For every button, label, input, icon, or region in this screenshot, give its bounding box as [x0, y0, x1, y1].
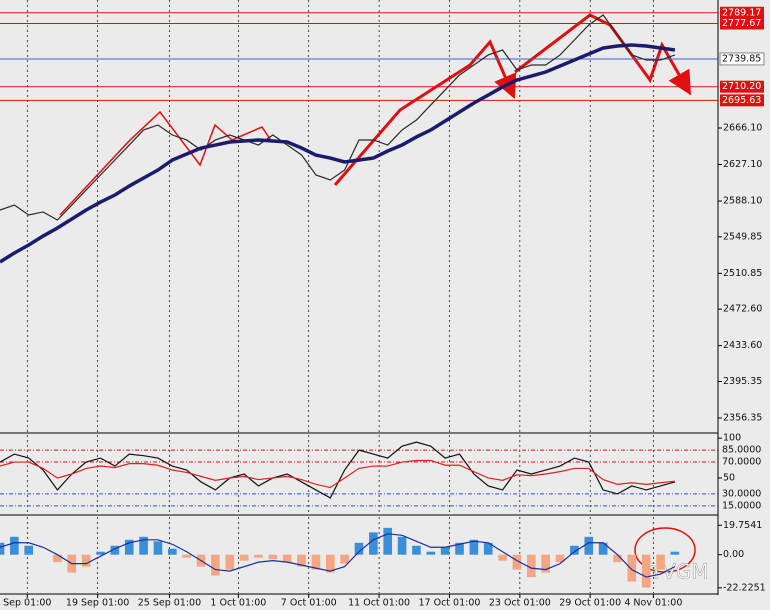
histogram-bar: [10, 536, 19, 555]
y-tick-label: 2433.60: [723, 340, 762, 351]
histogram-bar: [555, 554, 565, 563]
level-label: 15.0000: [722, 500, 761, 511]
level-label: 70.0000: [722, 457, 761, 468]
y-tick-label: 2356.35: [723, 413, 762, 424]
annotation-arrow: [333, 39, 517, 186]
histogram-bar: [455, 542, 464, 555]
histogram-bar: [81, 554, 91, 567]
y-tick-label: 2627.10: [723, 159, 762, 170]
histogram-bar: [311, 554, 321, 570]
x-tick-label: 29 Oct 01:00: [559, 598, 621, 609]
histogram-bar: [282, 554, 292, 563]
y-tick-label: 2395.35: [723, 376, 762, 387]
histogram-bar: [641, 554, 651, 588]
histogram-bar: [369, 532, 378, 555]
series-line: [0, 533, 676, 578]
y-tick-label: 2510.85: [723, 268, 762, 279]
y-tick-label: 2472.60: [723, 304, 762, 315]
level-label: 2695.63: [722, 95, 761, 106]
histogram-bar: [469, 539, 479, 555]
y-tick-label: 0.00: [723, 549, 744, 560]
histogram-bar: [656, 554, 665, 570]
x-tick-label: 4 Nov 01:00: [624, 598, 682, 609]
histogram-bar: [325, 554, 335, 573]
histogram-bar: [225, 554, 235, 570]
histogram-bar: [254, 554, 263, 558]
histogram-bar: [670, 551, 680, 555]
level-label-box: [719, 52, 765, 66]
y-tick-label: 100: [723, 433, 741, 444]
histogram-bar: [24, 545, 34, 555]
histogram-bar: [182, 554, 191, 558]
y-tick-label: 50: [723, 472, 735, 483]
level-label: 30.0000: [722, 488, 761, 499]
histogram-bar: [584, 536, 594, 555]
histogram-bar: [110, 545, 120, 555]
histogram-bar: [613, 554, 622, 563]
histogram-bar: [53, 554, 62, 563]
histogram-bar: [268, 554, 278, 560]
level-label-box: [720, 94, 764, 107]
series-line: [0, 441, 676, 499]
histogram-bar: [627, 554, 637, 582]
histogram-bar: [397, 536, 407, 555]
histogram-bar: [239, 554, 249, 561]
level-label: 2710.20: [722, 81, 761, 92]
histogram-bar: [340, 554, 349, 564]
level-label: 2789.17: [722, 7, 761, 18]
x-tick-label: 7 Oct 01:00: [281, 598, 337, 609]
histogram-bar: [96, 551, 105, 555]
histogram-bar: [541, 554, 550, 573]
level-label-box: [720, 80, 764, 93]
y-tick-label: 19.7541: [723, 520, 762, 531]
histogram-bar: [168, 548, 177, 555]
x-tick-label: 23 Oct 01:00: [489, 598, 551, 609]
histogram-bar: [354, 542, 364, 555]
x-tick-label: 17 Oct 01:00: [418, 598, 480, 609]
series-line: [0, 43, 676, 264]
histogram-bar: [498, 554, 507, 561]
y-tick-label: 2666.10: [723, 122, 762, 133]
series-line: [0, 459, 675, 489]
x-tick-label: 11 Oct 01:00: [348, 598, 410, 609]
level-label: 85.0000: [722, 445, 761, 456]
histogram-bar: [512, 554, 522, 570]
histogram-bar: [483, 542, 493, 555]
level-label-box: [720, 17, 764, 30]
level-label: 2777.67: [722, 18, 761, 29]
histogram-bar: [139, 536, 148, 555]
y-tick-label: -22.2251: [723, 582, 766, 593]
histogram-bar: [0, 542, 5, 555]
histogram-bar: [440, 547, 450, 555]
y-tick-label: 2549.85: [723, 231, 762, 242]
histogram-bar: [211, 554, 220, 576]
histogram-bar: [570, 545, 579, 555]
x-tick-label: 25 Sep 01:00: [138, 598, 201, 609]
histogram-bar: [383, 527, 393, 555]
histogram-bar: [412, 545, 421, 555]
x-tick-label: 1 Oct 01:00: [210, 598, 266, 609]
histogram-bar: [598, 542, 608, 555]
level-label-box: [720, 6, 764, 19]
histogram-bar: [426, 551, 436, 555]
x-tick-label: Sep 01:00: [3, 598, 51, 609]
y-tick-label: 2588.10: [723, 196, 762, 207]
x-tick-label: 19 Sep 01:00: [66, 598, 129, 609]
histogram-bar: [297, 554, 306, 567]
level-label: 2739.85: [722, 53, 761, 64]
histogram-bar: [527, 554, 536, 578]
histogram-bar: [124, 539, 134, 555]
series-line: [0, 14, 676, 221]
histogram-bar: [153, 541, 163, 555]
